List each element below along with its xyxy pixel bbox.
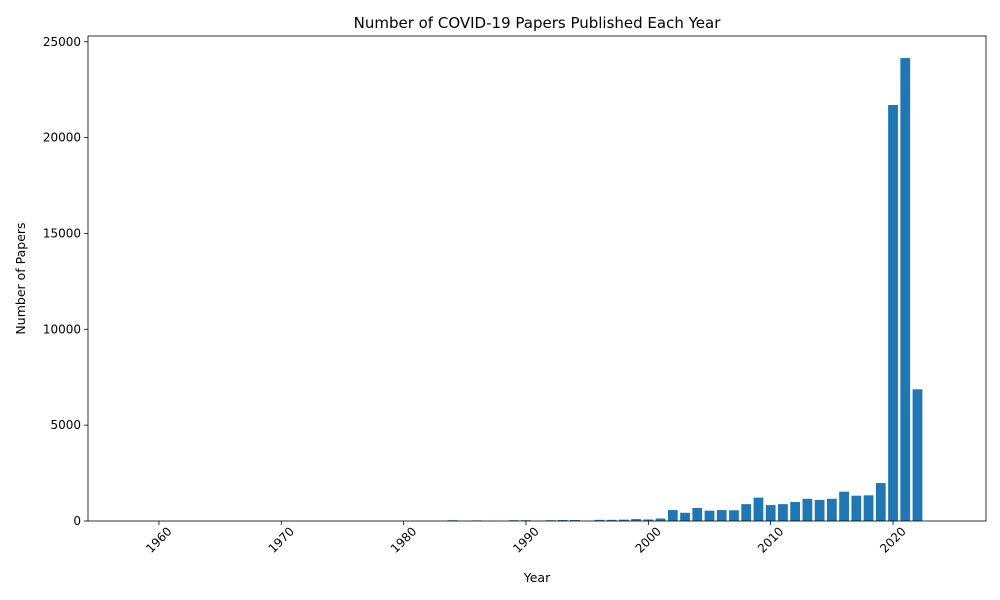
bar-1997 (606, 519, 617, 521)
y-axis-ticks: 0 5000 10000 15000 20000 25000 (43, 35, 88, 528)
y-tick-label-15000: 15000 (43, 226, 81, 240)
y-tick-label-10000: 10000 (43, 322, 81, 336)
bar-2016 (839, 491, 849, 521)
bar-2000 (643, 519, 654, 521)
bar-2012 (790, 502, 801, 521)
bar-2010 (765, 505, 776, 521)
bar-2001 (655, 518, 666, 521)
bar-2022 (912, 389, 923, 521)
bar-2009 (753, 497, 764, 521)
y-tick-label-20000: 20000 (43, 131, 81, 145)
bar-1996 (594, 519, 605, 521)
y-tick-label-5000: 5000 (50, 418, 81, 432)
bar-2021 (900, 58, 911, 521)
y-tick-label-0: 0 (73, 514, 81, 528)
bar-2011 (778, 504, 788, 521)
chart-title: Number of COVID-19 Papers Published Each… (354, 14, 722, 32)
bar-1998 (618, 519, 629, 521)
bar-2017 (851, 495, 862, 521)
bar-2020 (888, 105, 898, 522)
bar-1993 (557, 520, 568, 521)
plot-area-frame (87, 35, 987, 522)
bar-1994 (570, 520, 580, 521)
bar-2004 (692, 507, 703, 521)
bar-2015 (826, 498, 837, 521)
y-axis-label: Number of Papers (13, 222, 28, 334)
bar-2008 (741, 504, 752, 521)
bar-2007 (729, 510, 739, 521)
bar-2014 (814, 499, 825, 521)
y-tick-label-25000: 25000 (43, 35, 81, 49)
bars-group (447, 58, 923, 522)
bar-2002 (667, 510, 678, 521)
bar-2005 (704, 510, 715, 521)
bar-2019 (875, 483, 886, 521)
bar-2006 (716, 510, 727, 521)
bar-2003 (680, 512, 690, 521)
bar-2013 (802, 498, 813, 521)
bar-1999 (631, 519, 641, 521)
bar-2018 (863, 495, 874, 521)
x-axis-label: Year (523, 570, 551, 585)
